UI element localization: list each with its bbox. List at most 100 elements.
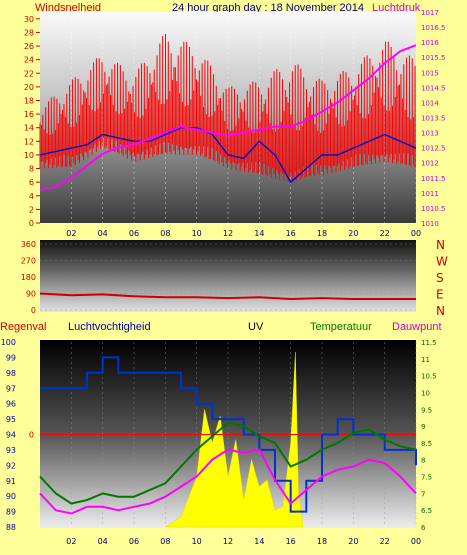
compass-label: N: [436, 304, 445, 318]
wind-x-tick-label: 18: [317, 229, 327, 238]
uv-area: [164, 352, 304, 528]
wind-tick-label: 18: [24, 96, 34, 105]
compass-label: E: [436, 288, 444, 302]
humidity-tick-label: 90: [6, 492, 16, 501]
wind-tick-label: 26: [24, 42, 34, 51]
humidity-tick-label: 96: [6, 400, 16, 409]
direction-tick-label: 270: [21, 257, 36, 266]
pressure-tick-label: 1012.5: [421, 145, 446, 153]
pressure-tick-label: 1014.5: [421, 84, 446, 92]
temperature-tick-label: 7: [421, 490, 425, 498]
wind-x-tick-label: 22: [380, 229, 390, 238]
pressure-tick-label: 1017: [421, 9, 439, 17]
pressure-tick-label: 1013: [421, 130, 439, 138]
pressure-line: [39, 44, 417, 191]
pressure-tick-label: 1010: [421, 220, 439, 228]
dewpoint-line: [39, 448, 417, 515]
temperature-tick-label: 8: [421, 457, 425, 465]
wind-tick-label: 30: [24, 15, 34, 24]
wind-tick-label: 8: [29, 165, 34, 174]
temperature-label: Temperatuur: [310, 321, 372, 333]
temperature-line: [39, 421, 417, 505]
humidity-x-tick-label: 10: [192, 537, 202, 546]
wind-x-tick-label: 14: [254, 229, 264, 238]
wind-x-tick-label: 12: [223, 229, 233, 238]
humidity-tick-label: 91: [6, 477, 16, 486]
direction-tick-label: 90: [26, 290, 36, 299]
pressure-tick-label: 1010.5: [421, 205, 446, 213]
humidity-tick-label: 97: [6, 384, 16, 393]
humidity-tick-label: 88: [6, 523, 16, 532]
temperature-tick-label: 7.5: [421, 474, 432, 482]
uv-label: UV: [248, 321, 264, 333]
pressure-tick-label: 1016: [421, 39, 439, 47]
temperature-tick-label: 8.5: [421, 440, 432, 448]
humidity-x-tick-label: 16: [286, 537, 296, 546]
temperature-tick-label: 6.5: [421, 507, 432, 515]
wind-tick-label: 12: [24, 137, 34, 146]
humidity-x-tick-label: 12: [223, 537, 233, 546]
direction-tick-label: 360: [21, 240, 36, 249]
wind-x-tick-label: 04: [98, 229, 108, 238]
humidity-line: [40, 356, 417, 513]
wind-x-tick-label: 08: [160, 229, 170, 238]
temperature-tick-label: 9.5: [421, 406, 432, 414]
compass-label: S: [436, 271, 444, 285]
humidity-x-tick-label: 02: [66, 537, 76, 546]
temperature-tick-label: 10: [421, 389, 430, 397]
humidity-x-tick-label: 04: [98, 537, 108, 546]
pressure-tick-label: 1012: [421, 160, 439, 168]
wind-tick-label: 0: [29, 219, 34, 228]
pressure-label: Luchtdruk: [372, 2, 421, 14]
compass-label: W: [436, 255, 448, 269]
dewpoint-label: Dauwpunt: [392, 321, 442, 333]
humidity-tick-label: 95: [6, 415, 16, 424]
wind-tick-label: 22: [24, 69, 34, 78]
chart-title: 24 hour graph day : 18 November 2014: [172, 2, 365, 14]
wind-tick-label: 4: [29, 192, 34, 201]
wind-tick-label: 10: [24, 151, 34, 160]
pressure-tick-label: 1011.5: [421, 175, 446, 183]
humidity-x-tick-label: 22: [380, 537, 390, 546]
wind-tick-label: 2: [29, 205, 34, 214]
direction-tick-label: 0: [31, 306, 36, 315]
pressure-tick-label: 1011: [421, 190, 439, 198]
humidity-tick-label: 98: [6, 369, 16, 378]
temperature-tick-label: 6: [421, 524, 426, 532]
humidity-tick-label: 99: [6, 353, 16, 362]
wind-x-tick-label: 00: [411, 229, 421, 238]
humidity-tick-label: 92: [6, 461, 16, 470]
humidity-tick-label: 94: [6, 431, 16, 440]
temperature-tick-label: 10.5: [421, 373, 437, 381]
direction-tick-label: 180: [21, 273, 36, 282]
temperature-tick-label: 11.5: [421, 339, 437, 347]
wind-x-tick-label: 06: [129, 229, 139, 238]
wind-tick-label: 20: [24, 83, 34, 92]
humidity-tick-label: 100: [1, 338, 16, 347]
humidity-x-tick-label: 08: [160, 537, 170, 546]
humidity-x-tick-label: 18: [317, 537, 327, 546]
wind-x-tick-label: 16: [286, 229, 296, 238]
pressure-tick-label: 1015.5: [421, 54, 446, 62]
rain-zero-label: 0: [29, 431, 34, 440]
humidity-x-tick-label: 14: [254, 537, 264, 546]
pressure-tick-label: 1013.5: [421, 115, 446, 123]
wind-tick-label: 14: [24, 124, 34, 133]
temperature-tick-label: 11: [421, 356, 430, 364]
compass-label: N: [436, 238, 445, 252]
humidity-tick-label: 89: [6, 508, 16, 517]
humidity-tick-label: 93: [6, 446, 16, 455]
direction-plot-area: [40, 240, 416, 312]
pressure-tick-label: 1014: [421, 99, 439, 107]
humidity-x-tick-label: 20: [348, 537, 358, 546]
pressure-tick-label: 1015: [421, 69, 439, 77]
wind-tick-label: 28: [24, 28, 34, 37]
pressure-tick-label: 1016.5: [421, 24, 446, 32]
humidity-x-tick-label: 06: [129, 537, 139, 546]
humidity-x-tick-label: 00: [411, 537, 421, 546]
humidity-label: Luchtvochtigheid: [68, 321, 151, 333]
wind-tick-label: 16: [24, 110, 34, 119]
wind-tick-label: 24: [24, 56, 34, 65]
wind-tick-label: 6: [29, 178, 34, 187]
